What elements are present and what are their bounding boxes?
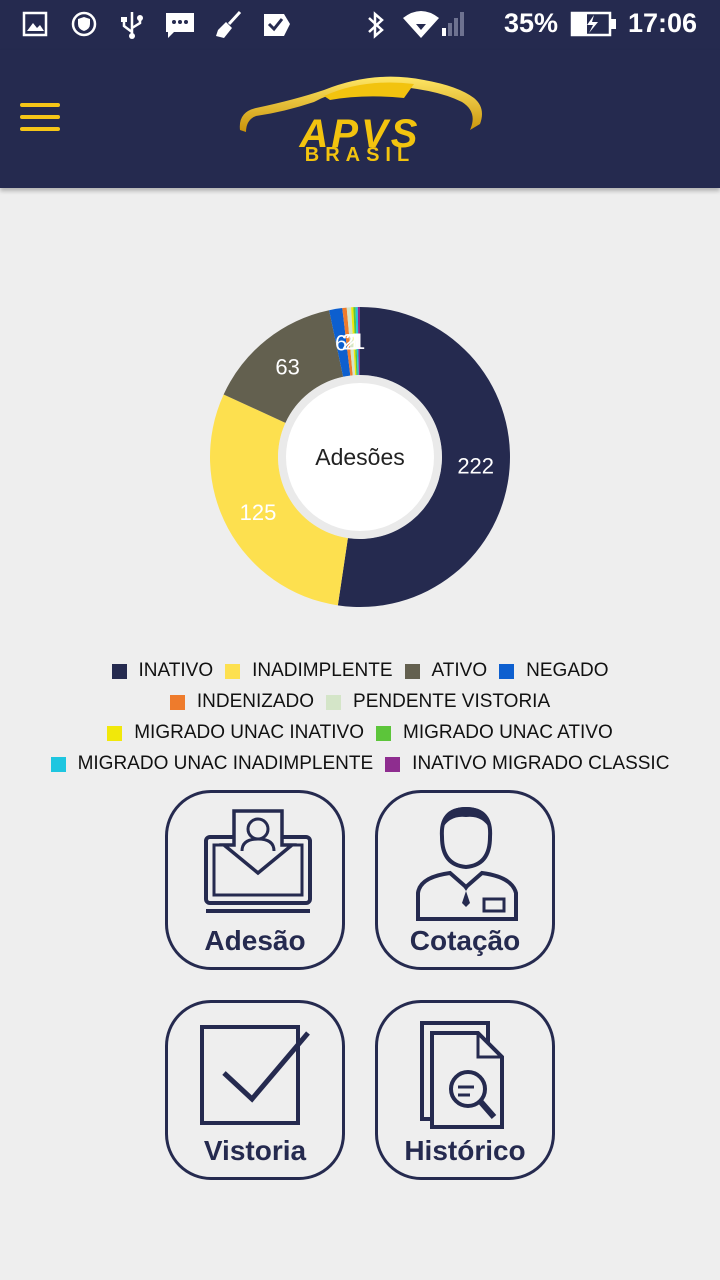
- legend-swatch: [169, 694, 185, 710]
- slice-inativo[interactable]: [337, 307, 510, 607]
- adesao-button[interactable]: Adesão: [165, 790, 345, 970]
- vistoria-button[interactable]: Vistoria: [165, 1000, 345, 1180]
- slice-value-label: 1: [348, 329, 360, 354]
- slice-pendente-vistoria[interactable]: [346, 307, 356, 376]
- chart-center-title: Adesões: [315, 444, 405, 470]
- slice-value-label: 1: [351, 329, 363, 354]
- legend-swatch: [499, 663, 515, 679]
- check-icon: [264, 14, 290, 36]
- legend-swatch: [107, 725, 123, 741]
- slice-inadimplente[interactable]: [210, 394, 348, 606]
- adesoes-donut-chart: Adesões 222 125 63 6 2 2 1 1 1 1: [0, 290, 720, 630]
- slice-value-label: 1: [350, 329, 362, 354]
- computer-user-icon: [204, 809, 312, 913]
- app-header: APVS BRASIL: [0, 50, 720, 188]
- legend-item[interactable]: MIGRADO UNAC ATIVO: [376, 722, 613, 744]
- legend-swatch: [111, 663, 127, 679]
- car-silhouette-icon: [239, 76, 482, 132]
- shield-icon: [71, 11, 97, 37]
- slice-value-label: 2: [345, 329, 357, 354]
- slice-value-label: 2: [342, 330, 354, 355]
- bluetooth-icon: [368, 11, 384, 39]
- legend-label: MIGRADO UNAC INADIMPLENTE: [77, 753, 374, 774]
- slice-migrado-unac-inadimplente[interactable]: [355, 307, 359, 376]
- adesao-label: Adesão: [204, 925, 306, 956]
- legend-item[interactable]: INATIVO MIGRADO CLASSIC: [385, 753, 669, 775]
- legend-item[interactable]: INADIMPLENTE: [225, 660, 393, 682]
- slice-negado[interactable]: [329, 308, 351, 377]
- chart-legend: INATIVO INADIMPLENTE ATIVO NEGADO INDENIZADO…: [30, 660, 690, 775]
- legend-label: INATIVO MIGRADO CLASSIC: [412, 753, 670, 774]
- legend-swatch: [404, 663, 420, 679]
- slice-migrado-unac-inativo[interactable]: [351, 307, 357, 376]
- legend-item[interactable]: PENDENTE VISTORIA: [326, 691, 550, 713]
- checkbox-icon: [200, 1025, 310, 1125]
- broom-icon: [216, 10, 242, 38]
- battery-charging-icon: [570, 11, 616, 37]
- vistoria-label: Vistoria: [203, 1135, 307, 1166]
- historico-button[interactable]: Histórico: [375, 1000, 555, 1180]
- slice-inativo-migrado-classic[interactable]: [357, 307, 360, 376]
- legend-item[interactable]: INATIVO: [111, 660, 214, 682]
- slice-value-label: 222: [457, 454, 494, 479]
- legend-item[interactable]: NEGADO: [499, 660, 609, 682]
- slice-migrado-unac-ativo[interactable]: [353, 307, 358, 376]
- message-icon: [166, 13, 194, 38]
- legend-label: ATIVO: [431, 660, 488, 681]
- brand-logo: APVS BRASIL: [234, 68, 486, 168]
- slice-value-label: 63: [275, 354, 299, 379]
- legend-item[interactable]: INDENIZADO: [169, 691, 315, 713]
- legend-item[interactable]: ATIVO: [404, 660, 488, 682]
- cotacao-button[interactable]: Cotação: [375, 790, 555, 970]
- businessman-icon: [416, 806, 518, 921]
- logo-wordmark: APVS: [299, 112, 421, 156]
- legend-label: PENDENTE VISTORIA: [353, 691, 551, 712]
- donut-center: [286, 383, 434, 531]
- usb-icon: [121, 12, 143, 39]
- legend-label: INATIVO: [138, 660, 214, 681]
- slice-ativo[interactable]: [223, 310, 344, 423]
- legend-label: MIGRADO UNAC ATIVO: [403, 722, 613, 743]
- status-bar: 35% 17:06: [0, 0, 720, 50]
- hamburger-menu-icon[interactable]: [14, 94, 66, 140]
- slice-value-label: 125: [240, 500, 277, 525]
- wifi-icon: [403, 11, 439, 38]
- signal-icon: [442, 12, 464, 36]
- clock: 17:06: [628, 8, 698, 38]
- legend-swatch: [385, 756, 401, 772]
- legend-label: NEGADO: [526, 660, 609, 681]
- cotacao-label: Cotação: [409, 925, 521, 956]
- logo-subtitle: BRASIL: [304, 144, 416, 166]
- legend-label: MIGRADO UNAC INATIVO: [134, 722, 365, 743]
- legend-swatch: [326, 694, 342, 710]
- legend-item[interactable]: MIGRADO UNAC INADIMPLENTE: [50, 753, 374, 775]
- legend-swatch: [50, 756, 66, 772]
- legend-item[interactable]: MIGRADO UNAC INATIVO: [107, 722, 364, 744]
- legend-swatch: [225, 663, 241, 679]
- slice-value-label: 6: [335, 331, 347, 356]
- slice-value-label: 1: [353, 329, 365, 354]
- battery-percentage: 35%: [504, 8, 559, 38]
- slice-indenizado[interactable]: [342, 307, 353, 376]
- document-search-icon: [420, 1021, 504, 1129]
- image-icon: [22, 11, 48, 37]
- historico-label: Histórico: [404, 1135, 526, 1166]
- legend-swatch: [376, 725, 392, 741]
- legend-label: INADIMPLENTE: [252, 660, 393, 681]
- legend-label: INDENIZADO: [196, 691, 315, 712]
